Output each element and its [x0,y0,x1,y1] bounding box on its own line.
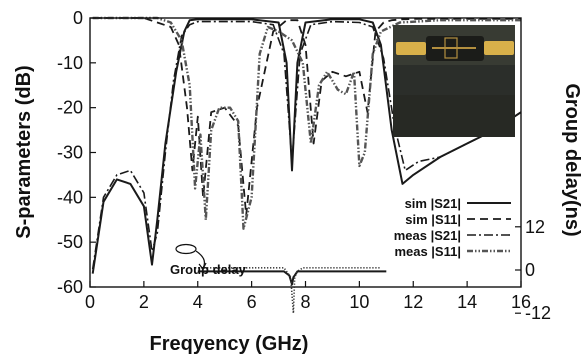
group-delay-label: Group delay [170,262,247,277]
x-axis-label: Freqyency (GHz) [150,333,309,355]
series-meas-s21 [91,20,522,270]
y2-tick-label: 0 [525,260,535,280]
legend-label: sim |S21| [405,196,461,211]
device-photo [393,25,515,137]
group-delay-arrowhead [198,262,207,271]
y-tick-label: -10 [57,53,83,73]
ticks-layer: 0 2 4 6 8 10 12 14 16 0 -10 -20 -30 -40 -50 -60 12 0 -12 [57,8,551,323]
y-tick-label: -40 [57,187,83,207]
series-meas-s11 [92,16,521,230]
x-tick-label: 0 [85,292,95,312]
y-tick-label: -30 [57,143,83,163]
series-sim-s11 [92,17,521,217]
x-tick-label: 2 [139,292,149,312]
series-layer [91,16,522,314]
x-tick-label: 16 [511,292,531,312]
legend-label: meas |S11| [394,244,461,259]
x-tick-label: 4 [193,292,203,312]
y2-axis-label: Group delay(ns) [561,83,583,236]
y2-tick-label: -12 [525,303,551,323]
group-delay-ellipse [175,243,197,255]
legend: sim |S21|sim |S11|meas |S21|meas |S11| [394,196,511,259]
x-tick-label: 6 [247,292,257,312]
series-group-delay-meas [195,267,381,314]
y-tick-label: -60 [57,277,83,297]
legend-label: meas |S21| [394,228,461,243]
y-axis-label: S-parameters (dB) [13,65,35,238]
x-tick-label: 8 [300,292,310,312]
y-tick-label: 0 [73,8,83,28]
series-group-delay-sim [197,270,387,286]
y-tick-label: -50 [57,232,83,252]
x-tick-label: 14 [457,292,477,312]
x-tick-label: 10 [349,292,369,312]
x-tick-label: 12 [403,292,423,312]
series-sim-s21 [91,18,522,274]
legend-label: sim |S11| [405,212,461,227]
y2-tick-label: 12 [525,217,545,237]
y-tick-label: -20 [57,98,83,118]
group-delay-annotation: Group delay [170,243,247,277]
